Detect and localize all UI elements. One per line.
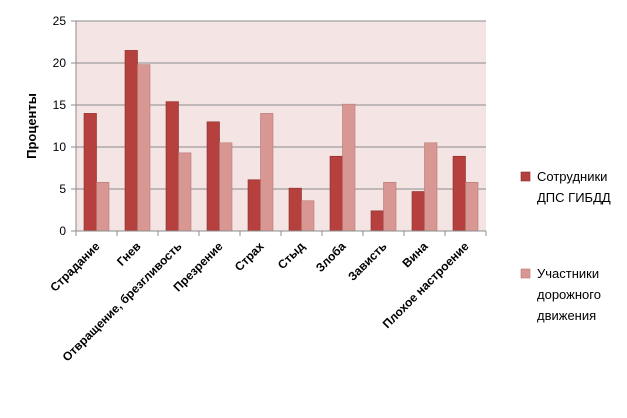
bar-series-2 — [301, 200, 315, 232]
bar-series-2 — [465, 181, 479, 232]
bar-series-2 — [260, 113, 274, 232]
bar-series-1 — [411, 191, 425, 232]
bar-series-1 — [165, 101, 179, 232]
y-tick-label: 20 — [53, 56, 67, 70]
x-tick-label: Страдание — [47, 239, 102, 294]
y-axis-title: Проценты — [24, 93, 39, 159]
x-tick-label: Стыд — [275, 239, 308, 272]
axes — [71, 20, 487, 236]
bar-series-1 — [452, 155, 466, 232]
bar-series-2 — [219, 142, 233, 232]
legend-label: Участники — [537, 266, 599, 281]
bar-series-2 — [96, 181, 110, 232]
bar-series-2 — [342, 103, 356, 232]
bar-series-2 — [383, 181, 397, 232]
x-tick-label: Страх — [232, 239, 267, 274]
bar-series-1 — [206, 121, 220, 232]
bar-series-1 — [247, 179, 261, 232]
legend-label: ДПС ГИБДД — [537, 190, 611, 205]
y-tick-label: 10 — [53, 140, 67, 154]
y-tick-label: 15 — [53, 98, 67, 112]
bar-series-2 — [137, 64, 151, 232]
legend-label: движения — [537, 308, 596, 323]
legend-swatch — [520, 268, 531, 279]
y-tick-labels: 0 5 10 15 20 25 — [53, 14, 67, 238]
bar-series-1 — [370, 210, 384, 232]
bar-series-1 — [329, 155, 343, 232]
bar-series-1 — [83, 113, 97, 232]
legend-label: дорожного — [537, 287, 601, 302]
legend-label: Сотрудники — [537, 169, 607, 184]
legend: Сотрудники ДПС ГИБДД Участники дорожного дви… — [520, 169, 611, 323]
x-tick-label: Гнев — [114, 239, 144, 269]
y-tick-label: 5 — [59, 182, 66, 196]
y-tick-label: 0 — [59, 224, 66, 238]
x-tick-label: Вина — [400, 239, 431, 270]
legend-swatch — [520, 171, 531, 182]
bar-series-1 — [124, 50, 138, 232]
x-tick-label: Злоба — [313, 239, 349, 275]
y-tick-label: 25 — [53, 14, 67, 28]
x-tick-label: Зависть — [345, 239, 389, 283]
bar-series-1 — [288, 187, 302, 232]
bar-series-2 — [178, 152, 192, 232]
bar-series-2 — [424, 142, 438, 232]
